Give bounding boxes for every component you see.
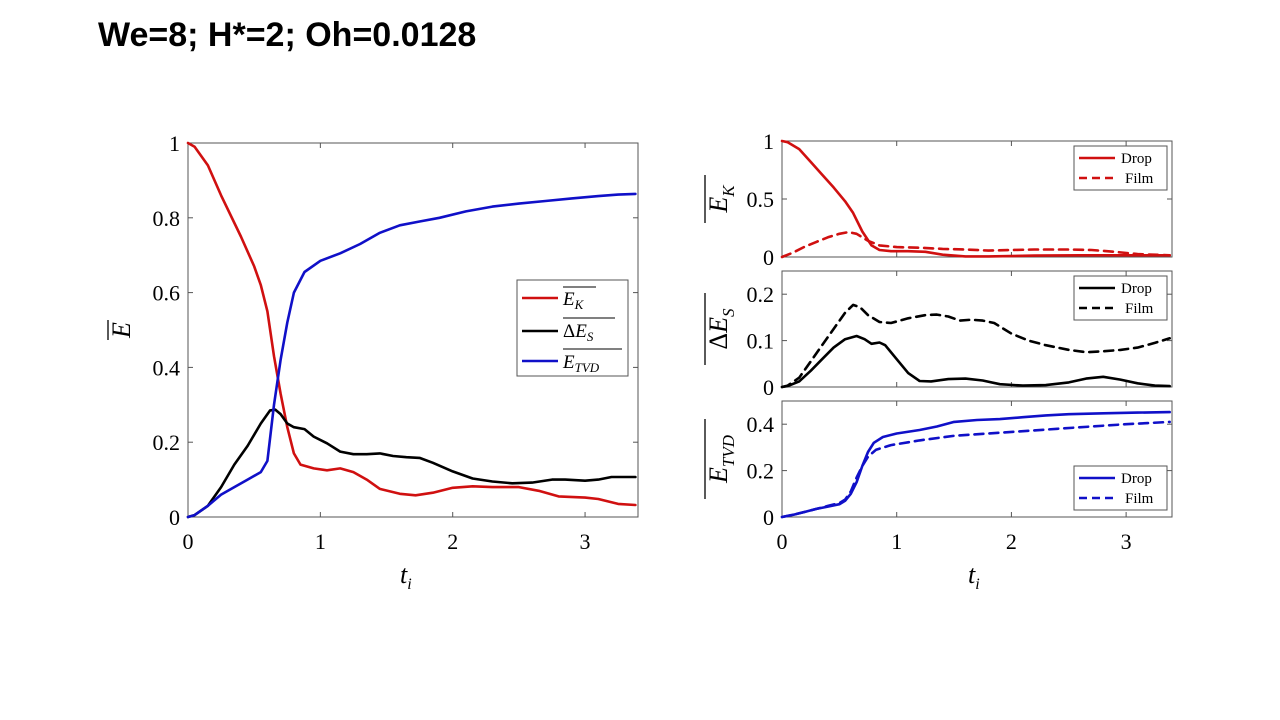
panel-des: 0 0.1 0.2 ΔES Drop Film [704, 270, 1173, 400]
main-chart: 0 0.2 0.4 0.6 0.8 1 0 1 2 3 ti E EK ΔES ETVD [107, 131, 639, 593]
panel-ek-ylabel: EK [704, 175, 738, 223]
panel-etvd: 0 0.2 0.4 0 1 2 3 ETVD Drop Film ti [704, 400, 1173, 593]
ek-ytick-label: 0.5 [747, 187, 775, 212]
slide-title: We=8; H*=2; Oh=0.0128 [98, 16, 477, 54]
panel-etvd-legend-film: Film [1125, 491, 1154, 507]
main-ylabel: E [107, 320, 136, 340]
main-xlabel: ti [400, 560, 412, 593]
panel-des-legend: Drop Film [1073, 275, 1168, 321]
main-series-ek [186, 141, 637, 507]
panel-des-ticks: 0 0.1 0.2 [747, 271, 1172, 400]
main-legend: EK ΔES ETVD [516, 279, 629, 377]
panel-ek-ticks: 00.51 [747, 129, 1172, 270]
etvd-xtick-label: 1 [891, 529, 902, 554]
etvd-series-film-dashed [780, 420, 1171, 519]
main-xtick-label: 3 [580, 529, 591, 554]
etvd-ytick-label: 0 [763, 505, 774, 530]
des-ytick-label: 0.1 [747, 329, 775, 354]
main-axis-ticks: 0 0.2 0.4 0.6 0.8 1 0 1 2 3 [153, 131, 638, 554]
panel-des-legend-drop: Drop [1121, 281, 1152, 297]
panel-ek: 00.51 EK Drop Film [704, 129, 1173, 270]
main-ytick-label: 0.6 [153, 281, 181, 306]
main-xtick-label: 2 [447, 529, 458, 554]
etvd-xtick-label: 2 [1006, 529, 1017, 554]
panel-etvd-ticks: 0 0.2 0.4 0 1 2 3 [747, 401, 1172, 554]
svg-text:ΔES: ΔES [704, 308, 738, 350]
main-xtick-label: 0 [183, 529, 194, 554]
panel-des-legend-film: Film [1125, 301, 1154, 317]
main-ytick-label: 0 [169, 505, 180, 530]
ek-series-film-dashed [780, 230, 1171, 259]
panel-etvd-legend-drop: Drop [1121, 471, 1152, 487]
panel-etvd-ylabel: ETVD [704, 419, 738, 499]
etvd-xtick-label: 3 [1121, 529, 1132, 554]
ek-ytick-label: 0 [763, 245, 774, 270]
panel-des-lines [780, 303, 1171, 389]
etvd-xtick-label: 0 [777, 529, 788, 554]
main-ytick-label: 0.8 [153, 206, 181, 231]
des-series-drop [780, 334, 1171, 389]
etvd-ytick-label: 0.2 [747, 459, 775, 484]
panel-ek-lines [780, 139, 1171, 259]
main-ytick-label: 1 [169, 131, 180, 156]
main-ytick-label: 0.2 [153, 430, 181, 455]
svg-text:ETVD: ETVD [704, 434, 738, 484]
ek-series-drop [780, 139, 1171, 258]
panel-ek-legend-drop: Drop [1121, 151, 1152, 167]
svg-text:E: E [107, 322, 136, 339]
main-ytick-label: 0.4 [153, 355, 181, 380]
des-series-film-dashed [780, 303, 1171, 389]
main-xtick-label: 1 [315, 529, 326, 554]
svg-text:EK: EK [704, 184, 738, 214]
panel-etvd-legend: Drop Film [1073, 465, 1168, 511]
des-ytick-label: 0.2 [747, 282, 775, 307]
etvd-ytick-label: 0.4 [747, 412, 775, 437]
panel-ek-legend-film: Film [1125, 171, 1154, 187]
legend-label-des: ΔES [563, 321, 594, 344]
panel-des-ylabel: ΔES [704, 293, 738, 365]
panel-ek-legend: Drop Film [1073, 145, 1168, 191]
main-series-etvd [186, 192, 637, 519]
main-series-es [186, 408, 637, 519]
panel-etvd-lines [780, 410, 1171, 519]
main-series-lines [186, 141, 637, 519]
right-xlabel: ti [968, 560, 980, 593]
ek-ytick-label: 1 [763, 129, 774, 154]
des-ytick-label: 0 [763, 375, 774, 400]
